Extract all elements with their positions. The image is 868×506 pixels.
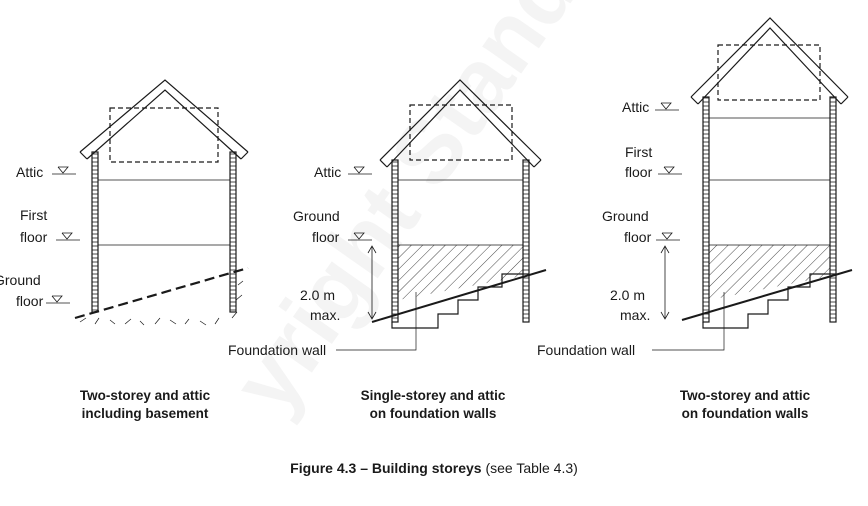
leader [652,292,725,351]
roof [840,96,849,105]
label: floor [312,229,340,245]
ground-line [371,269,547,323]
roof [379,159,388,168]
label: Ground [0,272,41,288]
wall [91,151,99,313]
label: max. [310,307,340,323]
label: floor [16,293,44,309]
leader [336,292,417,351]
label: 2.0 m [610,287,645,303]
roof [79,79,249,153]
roof [379,79,542,161]
label: Attic [622,99,649,115]
label: Ground [293,208,340,224]
caption: Single-storey and attic [361,388,506,403]
arrow [367,311,377,320]
roof [690,17,849,98]
level-marker [353,232,365,240]
label: floor [624,229,652,245]
foundation [391,273,529,329]
roof [86,89,242,160]
caption: Two-storey and attic [80,388,211,403]
wall [829,96,837,323]
level-marker [57,166,69,174]
roof [386,89,535,168]
caption: Two-storey and attic [680,388,811,403]
attic-space [409,104,513,161]
level-marker [61,232,73,240]
label: First [20,207,47,223]
attic-space [109,107,219,163]
level-marker [51,295,63,303]
wall [522,159,530,323]
figure-caption: Figure 4.3 – Building storeys (see Table… [290,460,578,476]
level-marker [661,232,673,240]
label: Ground [602,208,649,224]
label: Attic [314,164,341,180]
arrow [367,245,377,254]
arrow [660,311,670,320]
arrow [660,245,670,254]
caption: including basement [82,406,209,421]
roof [697,27,842,105]
label: floor [20,229,48,245]
attic-space [717,44,821,101]
caption: on foundation walls [682,406,809,421]
label: Foundation wall [537,342,635,358]
label: max. [620,307,650,323]
wall [702,96,710,323]
figure-title: Figure 4.3 – Building storeys [290,460,482,476]
figure-reference: (see Table 4.3) [485,460,577,476]
label: floor [625,164,653,180]
basement [398,245,523,300]
level-marker [353,166,365,174]
ground-line [74,266,249,320]
wall [391,159,399,323]
foundation [702,273,836,329]
label: Attic [16,164,43,180]
label: 2.0 m [300,287,335,303]
level-marker [660,102,672,110]
soil [79,280,244,326]
ground-line [681,269,853,321]
drawings [46,17,853,351]
roof [690,96,699,105]
caption: on foundation walls [370,406,497,421]
level-marker [663,166,675,174]
basement [709,245,830,300]
label: Foundation wall [228,342,326,358]
roof [533,159,542,168]
label: First [625,144,652,160]
wall [229,151,237,313]
roof [79,151,88,160]
roof [240,151,249,160]
